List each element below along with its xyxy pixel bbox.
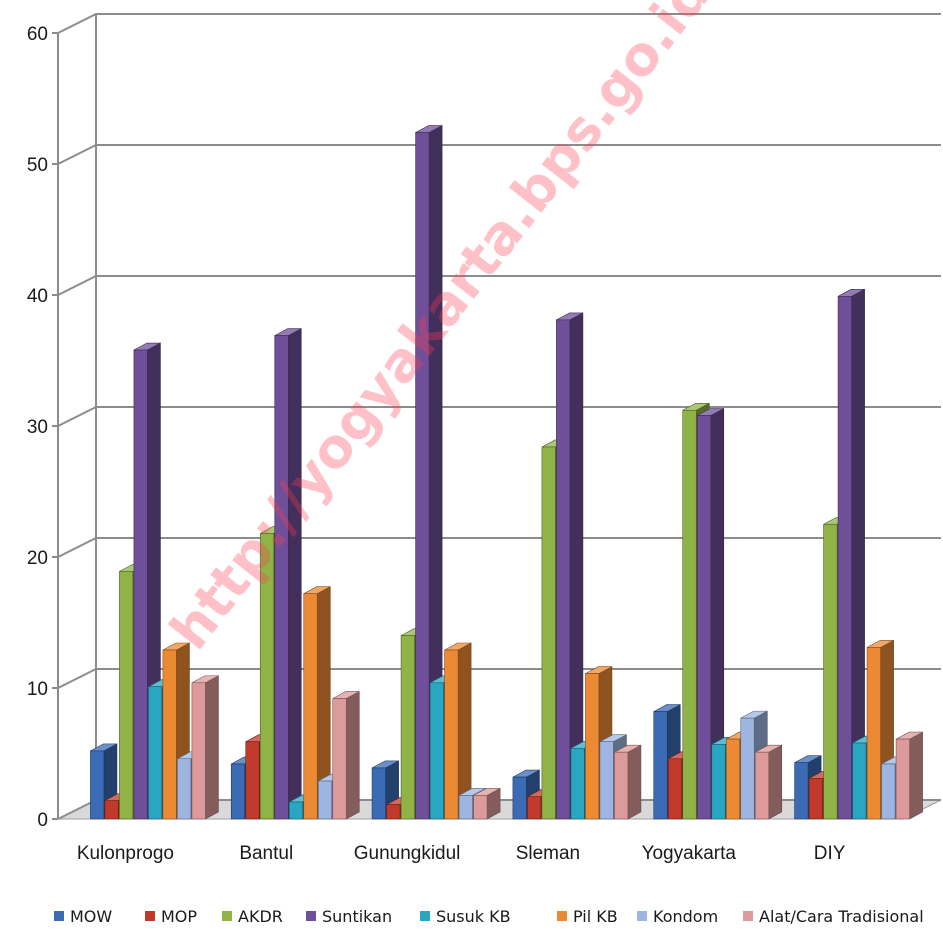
y-tick-label-40: 40 <box>27 286 48 307</box>
x-category-label-yogyakarta: Yogyakarta <box>642 843 737 864</box>
legend-swatch <box>637 911 647 921</box>
y-axis-ticks: 0 10 20 30 40 50 60 <box>27 24 59 831</box>
legend-item-akdr: AKDR <box>222 907 283 926</box>
legend-swatch <box>54 911 64 921</box>
bar-bantul-pil-kb <box>303 586 331 820</box>
gridline-30 <box>57 406 941 427</box>
bar-yogyakarta-suntikan <box>696 408 725 820</box>
y-tick-label-20: 20 <box>27 548 48 569</box>
legend-label: Alat/Cara Tradisional <box>759 907 924 926</box>
y-tick-label-10: 10 <box>27 679 48 700</box>
y-tick-label-50: 50 <box>27 155 48 176</box>
legend-label: MOW <box>70 907 112 926</box>
x-category-label-gunungkidul: Gunungkidul <box>354 843 461 864</box>
x-category-label-sleman: Sleman <box>516 843 580 864</box>
bar-gunungkidul-mow <box>371 760 399 820</box>
legend-swatch <box>743 911 753 921</box>
legend-swatch <box>557 911 567 921</box>
bar-sleman-suntikan <box>556 312 584 820</box>
legend-item-suntikan: Suntikan <box>306 907 392 926</box>
bar-diy-alat-cara-tradisional <box>895 731 923 820</box>
x-axis-categories: Kulonprogo Bantul Gunungkidul Sleman Yogyaka… <box>77 843 846 864</box>
legend-item-pil-kb: Pil KB <box>557 907 618 926</box>
chart-walls <box>57 14 942 820</box>
x-category-label-diy: DIY <box>814 843 846 864</box>
legend: MOW MOP AKDR Suntikan Susuk KB Pil KB Kondom Al… <box>54 907 924 926</box>
bar-sleman-alat-cara-tradisional <box>614 744 642 820</box>
y-tick-label-0: 0 <box>37 810 48 831</box>
bar-bantul-alat-cara-tradisional <box>332 690 360 820</box>
legend-item-mop: MOP <box>145 907 197 926</box>
legend-label: Kondom <box>653 907 718 926</box>
legend-item-mow: MOW <box>54 907 112 926</box>
legend-item-kondom: Kondom <box>637 907 718 926</box>
legend-item-alat-cara-tradisional: Alat/Cara Tradisional <box>743 907 924 926</box>
gridline-10 <box>57 668 941 689</box>
legend-label: Suntikan <box>322 907 392 926</box>
legend-label: Susuk KB <box>436 907 511 926</box>
bar-bantul-suntikan <box>274 328 302 820</box>
x-category-label-bantul: Bantul <box>239 843 293 864</box>
legend-swatch <box>222 911 232 921</box>
y-tick-label-30: 30 <box>27 417 48 438</box>
gridline-50 <box>57 144 941 165</box>
legend-label: AKDR <box>238 907 283 926</box>
x-category-label-kulonprogo: Kulonprogo <box>77 843 174 864</box>
bar-kulonprogo-alat-cara-tradisional <box>191 675 219 820</box>
legend-item-susuk-kb: Susuk KB <box>420 907 511 926</box>
bar-diy-suntikan <box>837 288 865 820</box>
bar-gunungkidul-alat-cara-tradisional <box>473 787 501 820</box>
bar-yogyakarta-alat-cara-tradisional <box>754 744 783 820</box>
gridline-60 <box>57 13 941 34</box>
legend-swatch <box>420 911 430 921</box>
legend-swatch <box>145 911 155 921</box>
legend-label: Pil KB <box>573 907 618 926</box>
bars <box>90 125 923 820</box>
y-tick-label-60: 60 <box>27 24 48 45</box>
legend-label: MOP <box>161 907 197 926</box>
legend-swatch <box>306 911 316 921</box>
gridline-20 <box>57 537 941 558</box>
gridline-40 <box>57 275 941 296</box>
bar-gunungkidul-pil-kb <box>444 642 472 820</box>
